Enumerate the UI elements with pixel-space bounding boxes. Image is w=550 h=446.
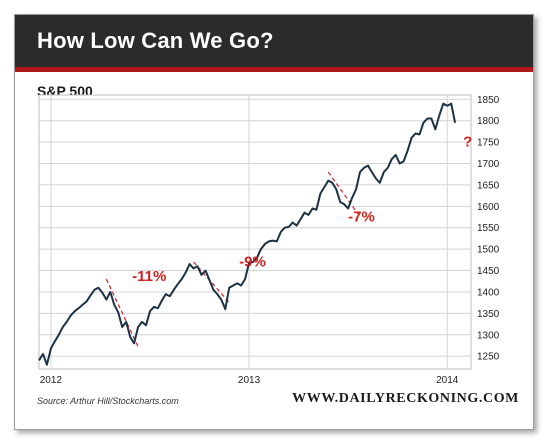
annotation-3: ?: [463, 133, 472, 150]
y-tick-label-11: 1800: [477, 116, 500, 127]
x-axis-ticks: 2012 2013 2014: [40, 375, 459, 386]
page-title: How Low Can We Go?: [37, 28, 274, 53]
x-tick-label-1: 2013: [238, 375, 261, 386]
y-axis-ticks: 1250 1300 1350 1400 1450 1500 1550 1600 1650 1700…: [477, 95, 500, 363]
y-tick-label-9: 1700: [477, 159, 500, 170]
annotations: -11% -9% -7%?: [132, 133, 472, 285]
y-tick-label-12: 1850: [477, 95, 500, 106]
annotation-0: -11%: [132, 268, 166, 285]
y-tick-label-4: 1450: [477, 266, 500, 277]
sp500-series-line: [38, 102, 457, 366]
y-tick-label-2: 1350: [477, 309, 500, 320]
y-tick-label-7: 1600: [477, 202, 500, 213]
trend-line-0: [105, 278, 139, 347]
brand-text: WWW.DAILYRECKONING.COM: [292, 391, 519, 406]
y-tick-label-8: 1650: [477, 180, 500, 191]
annotation-1: -9%: [239, 253, 266, 270]
header-banner: How Low Can We Go?: [15, 15, 533, 72]
annotation-2: -7%: [348, 208, 375, 225]
x-tick-label-0: 2012: [40, 375, 63, 386]
chart-card: How Low Can We Go? S&P 500 1250 1300 1350 1…: [14, 14, 534, 430]
y-tick-label-3: 1400: [477, 287, 500, 298]
plot-frame: [38, 94, 472, 370]
x-tick-label-2: 2014: [436, 375, 459, 386]
sp500-chart: 1250 1300 1350 1400 1450 1500 1550 1600 1650 1700…: [38, 94, 500, 386]
y-tick-label-0: 1250: [477, 352, 500, 363]
y-tick-label-5: 1500: [477, 245, 500, 256]
y-tick-label-6: 1550: [477, 223, 500, 234]
trend-line-2: [327, 171, 359, 215]
y-tick-label-1: 1300: [477, 330, 500, 341]
y-tick-label-10: 1750: [477, 138, 500, 149]
source-text: Source: Arthur Hill/Stockcharts.com: [37, 396, 179, 406]
